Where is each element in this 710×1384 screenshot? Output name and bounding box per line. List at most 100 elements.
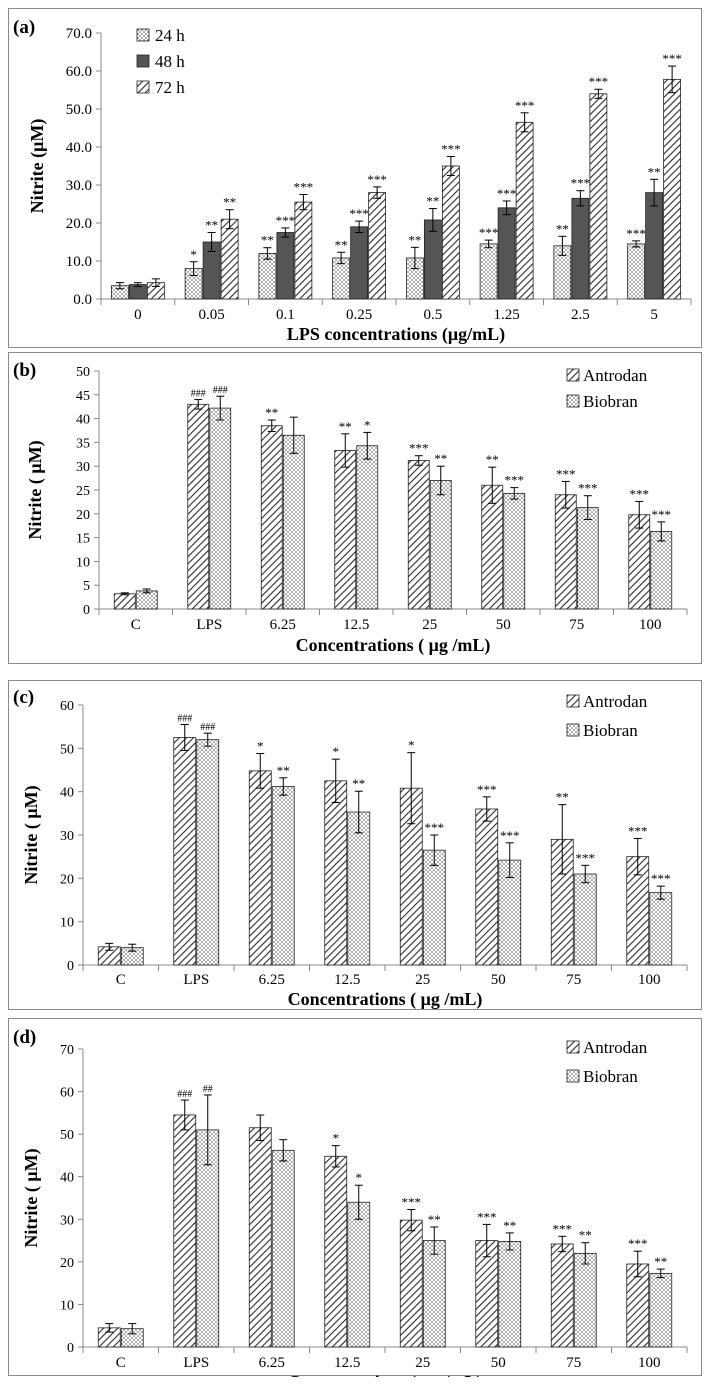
bar-d-biobran (573, 1252, 597, 1348)
legend-label-d: Antrodan (583, 1038, 648, 1057)
legend-swatch-c (566, 723, 580, 737)
chart-d-svg: (d) 0 10 20 30 40 50 60 70 C LPS 6.25 12.5 25 50 75 100 N… (13, 1027, 688, 1377)
panel-d: (d) 0 10 20 30 40 50 60 70 C LPS 6.25 12.5 25 50 75 100 N… (8, 1018, 702, 1377)
bar-d-biobran (347, 1201, 371, 1348)
significance-label-b: *** (630, 486, 650, 501)
bar-b-biobran (503, 492, 526, 610)
bar-a-48h (645, 192, 664, 300)
significance-label-b: ** (434, 451, 447, 466)
y-axis-title-c: Nitrite ( μM) (21, 785, 42, 884)
significance-label-a: ** (205, 218, 218, 233)
bar-b-antrodan (113, 593, 136, 610)
x-tick-label-b: 12.5 (343, 617, 369, 633)
significance-label-b: * (364, 417, 371, 432)
x-axis-title-b: Concentrations ( μg /mL) (296, 635, 491, 656)
legend-label-c: Antrodan (583, 692, 648, 711)
chart-b-svg: (b) 0 5 10 15 20 25 30 35 40 45 50 C LPS 6.25 12.5 25 50 7… (13, 360, 688, 656)
bar-b-biobran (282, 434, 305, 610)
panel-c: (c) 0 10 20 30 40 50 60 C LPS 6.25 12.5 25 50 75 100 Nit… (8, 680, 702, 1010)
y-tick-label-d: 60 (60, 1086, 74, 1101)
significance-label-b: ### (213, 385, 228, 396)
y-tick-label-c: 10 (60, 916, 74, 931)
x-tick-label-d: LPS (183, 1355, 209, 1371)
x-axis-title-c: Concentrations ( μg /mL) (288, 989, 483, 1010)
significance-label-a: *** (276, 213, 296, 228)
significance-label-d: *** (402, 1194, 422, 1209)
x-tick-label-d: 50 (491, 1355, 506, 1371)
bar-b-antrodan (334, 450, 357, 610)
bar-d-biobran (649, 1272, 673, 1348)
bar-b-biobran (209, 407, 232, 610)
significance-label-a: *** (349, 206, 369, 221)
x-tick-label-b: 100 (639, 617, 662, 633)
bar-a-72h (663, 78, 682, 300)
legend-swatch-a (136, 80, 150, 94)
legend-label-a: 72 h (155, 78, 185, 97)
significance-label-c: *** (477, 782, 497, 797)
significance-label-d: * (333, 1131, 340, 1146)
significance-label-c: * (408, 738, 415, 753)
x-tick-label-a: 0.25 (346, 307, 372, 323)
legend-label-a: 24 h (155, 26, 185, 45)
y-tick-label-c: 50 (60, 742, 74, 757)
bar-b-antrodan (187, 403, 210, 610)
legend-swatch-b (566, 368, 580, 382)
x-tick-label-a: 1.25 (494, 307, 520, 323)
significance-label-d: *** (553, 1221, 573, 1236)
bar-d-antrodan (399, 1219, 423, 1348)
x-tick-label-d: 25 (415, 1355, 430, 1371)
significance-label-c: * (257, 739, 264, 754)
significance-label-c: *** (651, 871, 671, 886)
y-tick-label-b: 40 (76, 413, 90, 428)
bar-a-72h (515, 121, 534, 300)
significance-label-a: *** (497, 186, 517, 201)
significance-label-a: *** (589, 74, 609, 89)
bar-d-biobran (498, 1241, 522, 1348)
x-tick-label-b: C (131, 617, 141, 633)
significance-label-c: ** (277, 763, 290, 778)
legend-swatch-d (566, 1069, 580, 1083)
y-tick-label-a: 0.0 (73, 292, 92, 308)
significance-label-a: *** (571, 176, 591, 191)
significance-label-d: ** (428, 1212, 441, 1227)
y-tick-label-c: 0 (67, 959, 74, 974)
significance-label-b: *** (409, 441, 429, 456)
y-axis-title-b: Nitrite ( μM) (25, 440, 46, 539)
x-tick-label-c: C (116, 972, 126, 988)
bar-c-biobran (271, 786, 295, 966)
x-tick-label-b: 6.25 (270, 617, 296, 633)
significance-label-c: *** (425, 820, 445, 835)
bar-d-antrodan (248, 1127, 272, 1348)
legend-swatch-d (566, 1040, 580, 1054)
significance-label-d: ** (503, 1218, 516, 1233)
y-tick-label-c: 20 (60, 872, 74, 887)
significance-label-c: ### (177, 714, 192, 725)
bar-c-antrodan (475, 808, 499, 966)
y-tick-label-c: 40 (60, 786, 74, 801)
y-tick-label-d: 20 (60, 1256, 74, 1271)
y-tick-label-d: 40 (60, 1171, 74, 1186)
significance-label-c: * (333, 744, 340, 759)
y-tick-label-b: 50 (76, 365, 90, 380)
bar-a-72h (220, 218, 239, 300)
x-tick-label-d: 12.5 (334, 1355, 360, 1371)
x-tick-label-a: 0 (134, 307, 142, 323)
x-tick-label-c: 12.5 (334, 972, 360, 988)
bar-b-biobran (650, 531, 673, 610)
significance-label-a: * (190, 247, 197, 262)
bar-a-24h (627, 243, 646, 300)
x-tick-label-c: 25 (415, 972, 430, 988)
bar-c-biobran (573, 873, 597, 966)
significance-label-c: *** (628, 823, 648, 838)
legend-label-d: Biobran (583, 1067, 638, 1086)
x-axis-title-a: LPS concentrations (μg/mL) (287, 324, 505, 345)
significance-label-a: ** (408, 232, 421, 247)
legend-label-b: Antrodan (583, 366, 648, 385)
panel-b: (b) 0 5 10 15 20 25 30 35 40 45 50 C LPS 6.25 12.5 25 50 7… (8, 352, 702, 664)
x-tick-label-d: C (116, 1355, 126, 1371)
significance-label-a: ** (426, 194, 439, 209)
chart-c-svg: (c) 0 10 20 30 40 50 60 C LPS 6.25 12.5 25 50 75 100 Nit… (13, 687, 688, 1010)
significance-label-b: ### (191, 389, 206, 400)
x-tick-label-c: 100 (638, 972, 661, 988)
x-tick-label-b: LPS (196, 617, 222, 633)
